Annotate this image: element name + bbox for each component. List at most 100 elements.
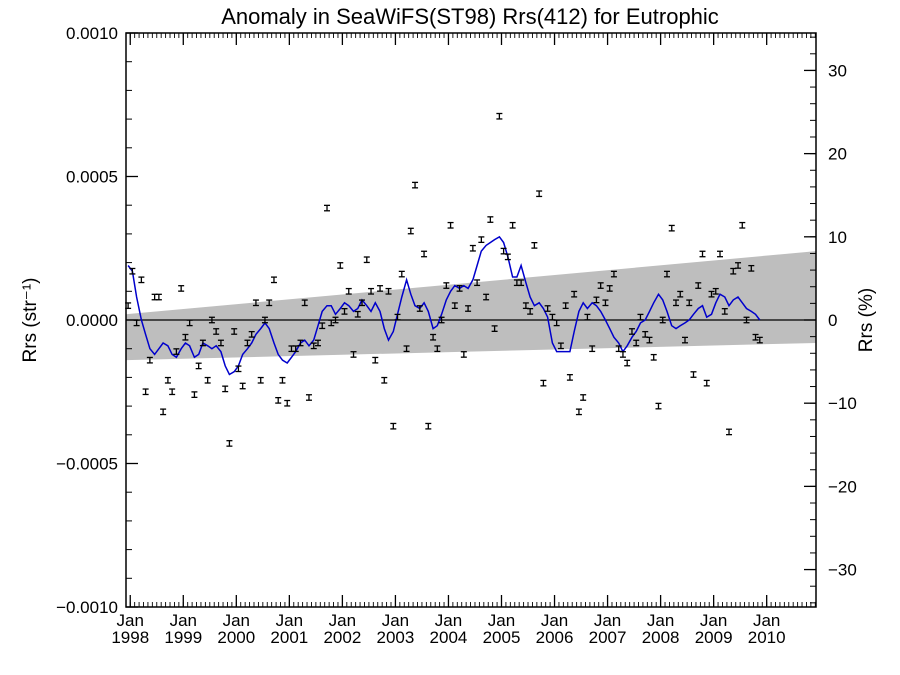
data-point: [650, 353, 657, 361]
data-point: [151, 293, 158, 301]
data-point: [164, 376, 171, 384]
data-point: [345, 287, 352, 295]
data-point: [474, 279, 481, 287]
data-point: [518, 279, 525, 287]
data-point: [195, 362, 202, 370]
x-tick-label-year: 2003: [377, 628, 415, 647]
x-tick-label-month: Jan: [647, 611, 674, 630]
data-point: [469, 244, 476, 252]
data-point: [699, 250, 706, 258]
data-point: [222, 385, 229, 393]
data-point: [235, 365, 242, 373]
data-point: [359, 299, 366, 307]
y-axis-label-right: Rrs (%): [856, 288, 877, 352]
data-point: [398, 270, 405, 278]
data-point: [487, 216, 494, 223]
data-point: [553, 319, 560, 327]
data-point: [341, 308, 348, 315]
x-tick-label-month: Jan: [594, 611, 621, 630]
data-point: [270, 276, 277, 284]
data-point: [557, 342, 564, 350]
data-point: [244, 339, 251, 347]
x-tick-label-month: Jan: [276, 611, 303, 630]
data-point: [624, 359, 631, 367]
data-point: [266, 299, 273, 307]
axes-group: 0.00100.00050.0000−0.0005−0.00103020100−…: [56, 24, 857, 647]
y-tick-label-left: 0.0005: [66, 168, 118, 187]
data-point: [593, 296, 600, 304]
data-point: [332, 316, 339, 324]
data-point: [160, 408, 167, 416]
data-point: [584, 313, 591, 321]
data-point: [580, 394, 587, 401]
data-point: [655, 402, 662, 410]
data-point: [178, 285, 185, 292]
data-point: [403, 345, 410, 353]
data-point: [663, 270, 670, 278]
x-tick-label-year: 2002: [323, 628, 361, 647]
y-tick-label-left: 0.0000: [66, 311, 118, 330]
data-point: [602, 299, 609, 307]
y-tick-label-right: −30: [828, 561, 857, 580]
data-point: [672, 299, 679, 307]
data-point: [261, 316, 268, 324]
data-point: [483, 293, 490, 301]
data-point: [752, 333, 759, 341]
data-point: [354, 310, 361, 318]
data-point: [690, 371, 697, 378]
data-point: [460, 351, 467, 358]
running-mean-group: [127, 235, 761, 376]
data-point: [717, 250, 724, 258]
x-tick-label-year: 2006: [536, 628, 574, 647]
data-point: [677, 290, 684, 298]
data-point: [204, 376, 211, 384]
data-point: [536, 190, 543, 198]
data-point: [169, 388, 176, 396]
data-point: [319, 322, 326, 330]
data-point: [368, 287, 375, 295]
data-point: [496, 112, 503, 120]
y-tick-label-left: 0.0010: [66, 24, 118, 43]
y-tick-label-right: 0: [828, 311, 837, 330]
x-tick-label-month: Jan: [170, 611, 197, 630]
data-point: [385, 287, 392, 295]
data-point: [310, 342, 317, 350]
data-point: [544, 305, 551, 312]
data-point: [208, 316, 215, 324]
data-points-group: [125, 112, 763, 447]
data-point: [284, 399, 291, 407]
data-point: [146, 356, 153, 364]
y-tick-label-right: 30: [828, 61, 847, 80]
y-tick-label-left: −0.0005: [56, 455, 118, 474]
x-tick-label-year: 2004: [430, 628, 468, 647]
data-point: [182, 333, 189, 341]
y-tick-label-right: −10: [828, 394, 857, 413]
data-point: [337, 262, 344, 269]
data-point: [173, 348, 180, 355]
data-point: [527, 308, 534, 315]
data-point: [129, 267, 136, 275]
data-point: [637, 313, 644, 321]
data-point: [138, 276, 145, 284]
data-point: [231, 328, 238, 335]
data-point: [390, 422, 397, 430]
data-point: [324, 204, 331, 212]
x-tick-label-month: Jan: [488, 611, 515, 630]
x-tick-label-year: 2005: [483, 628, 521, 647]
data-point: [756, 336, 763, 344]
data-point: [748, 264, 755, 272]
data-point: [199, 339, 206, 347]
data-point: [430, 333, 437, 341]
data-point: [668, 224, 675, 232]
x-tick-label-year: 2007: [589, 628, 627, 647]
data-point: [416, 305, 423, 312]
data-point: [589, 345, 596, 353]
data-point: [328, 319, 335, 327]
data-point: [217, 339, 224, 347]
data-point: [735, 262, 742, 269]
data-point: [421, 250, 428, 258]
data-point: [186, 319, 193, 327]
data-point: [610, 270, 617, 278]
data-point: [562, 302, 569, 310]
